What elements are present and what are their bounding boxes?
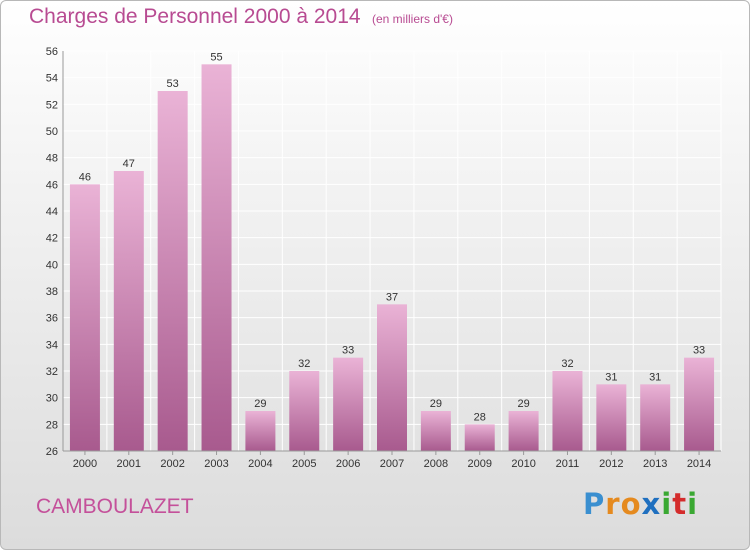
y-tick-label: 30 bbox=[46, 393, 58, 405]
bar-2014 bbox=[684, 357, 715, 451]
data-label-2007: 37 bbox=[386, 291, 398, 303]
y-tick-label: 32 bbox=[46, 366, 58, 378]
x-tick-label: 2013 bbox=[643, 458, 667, 470]
x-tick-label: 2008 bbox=[424, 458, 448, 470]
bar-2008 bbox=[420, 411, 451, 451]
logo-letter: r bbox=[605, 487, 621, 521]
data-label-2013: 31 bbox=[649, 371, 661, 383]
bar-2009 bbox=[464, 424, 495, 451]
x-tick-label: 2004 bbox=[248, 458, 272, 470]
y-tick-label: 54 bbox=[46, 73, 58, 85]
y-tick-label: 50 bbox=[46, 126, 58, 138]
bar-2000 bbox=[69, 184, 100, 452]
bar-2013 bbox=[640, 384, 671, 451]
bar-2010 bbox=[508, 411, 539, 451]
y-tick-label: 56 bbox=[46, 46, 58, 58]
data-label-2001: 47 bbox=[123, 158, 135, 170]
y-tick-label: 46 bbox=[46, 179, 58, 191]
x-tick-label: 2012 bbox=[599, 458, 623, 470]
y-tick-label: 52 bbox=[46, 99, 58, 111]
x-tick-label: 2000 bbox=[73, 458, 97, 470]
axes: 26 28 30 32 34 36 38 40 42 44 46 48 50 52 54 56 2000 2001… bbox=[46, 46, 721, 470]
data-label-2011: 32 bbox=[561, 358, 573, 370]
y-tick-label: 28 bbox=[46, 419, 58, 431]
data-label-2014: 33 bbox=[693, 345, 705, 357]
data-label-2000: 46 bbox=[79, 171, 91, 183]
x-tick-label: 2014 bbox=[687, 458, 711, 470]
logo-letter: t bbox=[672, 487, 688, 521]
bar-2002 bbox=[157, 91, 188, 451]
y-tick-label: 44 bbox=[46, 206, 58, 218]
x-tick-label: 2002 bbox=[160, 458, 184, 470]
x-tick-label: 2001 bbox=[117, 458, 141, 470]
commune-name: CAMBOULAZET bbox=[36, 495, 194, 518]
data-label-2004: 29 bbox=[254, 398, 266, 410]
logo-letter: i bbox=[661, 487, 673, 521]
x-tick-label: 2010 bbox=[511, 458, 535, 470]
logo-letter: x bbox=[641, 487, 662, 521]
chart-subtitle: (en milliers d'€) bbox=[372, 12, 453, 26]
bars: 46 47 53 55 29 32 33 37 29 28 29 32 31 31 33 bbox=[69, 51, 715, 452]
bar-2006 bbox=[333, 357, 364, 451]
y-tick-label: 40 bbox=[46, 259, 58, 271]
data-label-2005: 32 bbox=[298, 358, 310, 370]
data-label-2002: 53 bbox=[167, 78, 179, 90]
bar-2003 bbox=[201, 64, 232, 452]
data-label-2008: 29 bbox=[430, 398, 442, 410]
data-label-2012: 31 bbox=[605, 371, 617, 383]
y-tick-label: 42 bbox=[46, 233, 58, 245]
y-tick-label: 38 bbox=[46, 286, 58, 298]
chart-title: Charges de Personnel 2000 à 2014 bbox=[29, 5, 361, 28]
logo-letter: o bbox=[620, 487, 642, 521]
x-tick-label: 2007 bbox=[380, 458, 404, 470]
bar-2001 bbox=[113, 171, 144, 451]
bar-2005 bbox=[289, 371, 320, 451]
logo-letter: P bbox=[583, 487, 606, 521]
x-tick-label: 2005 bbox=[292, 458, 316, 470]
x-tick-label: 2011 bbox=[556, 458, 580, 470]
proxiti-logo: Proxiti bbox=[583, 487, 698, 521]
data-label-2003: 55 bbox=[210, 51, 222, 63]
x-tick-label: 2003 bbox=[204, 458, 228, 470]
bar-2012 bbox=[596, 384, 627, 451]
data-label-2006: 33 bbox=[342, 345, 354, 357]
x-tick-label: 2009 bbox=[467, 458, 491, 470]
bar-2004 bbox=[245, 411, 276, 451]
y-tick-label: 34 bbox=[46, 339, 58, 351]
bar-2007 bbox=[377, 304, 407, 451]
data-label-2009: 28 bbox=[474, 411, 486, 423]
y-tick-label: 26 bbox=[46, 446, 58, 458]
data-label-2010: 29 bbox=[517, 398, 529, 410]
logo-letter: i bbox=[687, 487, 699, 521]
bar-2011 bbox=[552, 371, 583, 451]
x-tick-label: 2006 bbox=[336, 458, 360, 470]
y-tick-label: 48 bbox=[46, 153, 58, 165]
y-tick-label: 36 bbox=[46, 313, 58, 325]
